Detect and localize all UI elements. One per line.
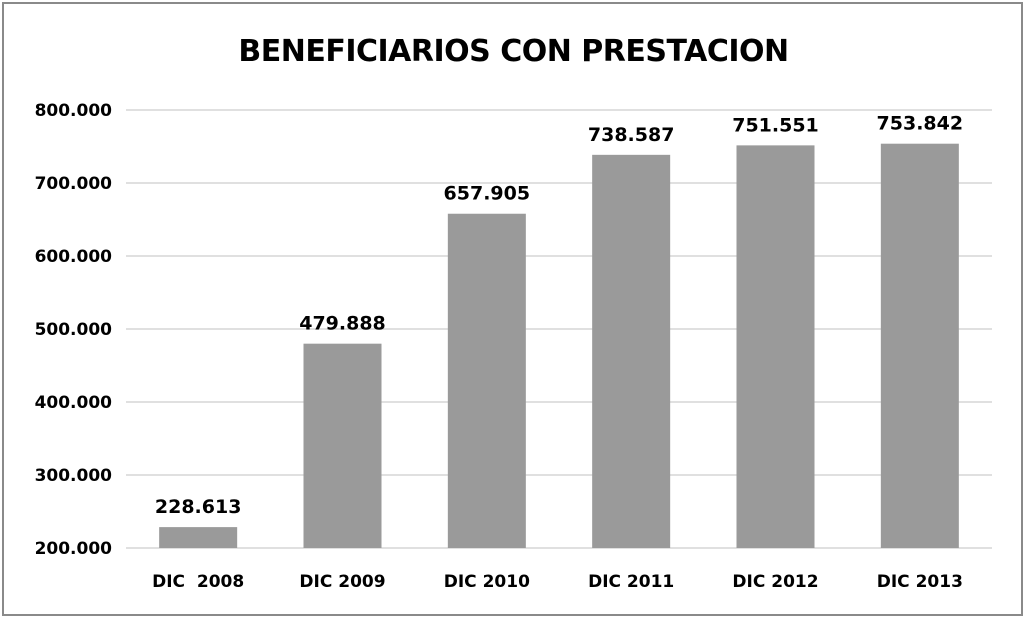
x-category-label: DIC 2012 [732, 572, 818, 592]
data-label: 738.587 [588, 124, 675, 146]
data-label: 479.888 [299, 313, 386, 335]
bar [880, 143, 959, 548]
y-tick-label: 500.000 [35, 320, 113, 340]
y-tick-label: 300.000 [35, 466, 113, 486]
data-label: 751.551 [732, 114, 819, 136]
x-axis-category-labels: DIC 2008 DIC 2009 DIC 2010 DIC 2011 DIC 2012… [152, 572, 963, 592]
bar [736, 145, 815, 548]
x-category-label: DIC 2011 [588, 572, 674, 592]
bar [592, 154, 671, 549]
data-label: 228.613 [155, 496, 242, 518]
y-tick-label: 700.000 [35, 174, 113, 194]
y-tick-label: 800.000 [35, 101, 113, 121]
y-tick-label: 200.000 [35, 539, 113, 559]
bar [447, 213, 526, 548]
x-category-label: DIC 2010 [444, 572, 530, 592]
bars [159, 143, 959, 549]
y-axis-tick-labels: 200.000 300.000 400.000 500.000 600.000 700.0… [35, 101, 113, 559]
data-label: 753.842 [877, 113, 964, 135]
chart-title: BENEFICIARIOS CON PRESTACION [238, 34, 789, 69]
gridlines [126, 109, 992, 549]
x-category-label: DIC 2009 [299, 572, 385, 592]
y-tick-label: 400.000 [35, 393, 113, 413]
x-category-label: DIC 2008 [152, 572, 244, 592]
data-label: 657.905 [444, 183, 531, 205]
bar [159, 527, 238, 548]
y-tick-label: 600.000 [35, 247, 113, 267]
data-labels: 228.613 479.888 657.905 738.587 751.551 753.8… [155, 113, 963, 518]
bar [303, 343, 382, 548]
x-category-label: DIC 2013 [877, 572, 963, 592]
